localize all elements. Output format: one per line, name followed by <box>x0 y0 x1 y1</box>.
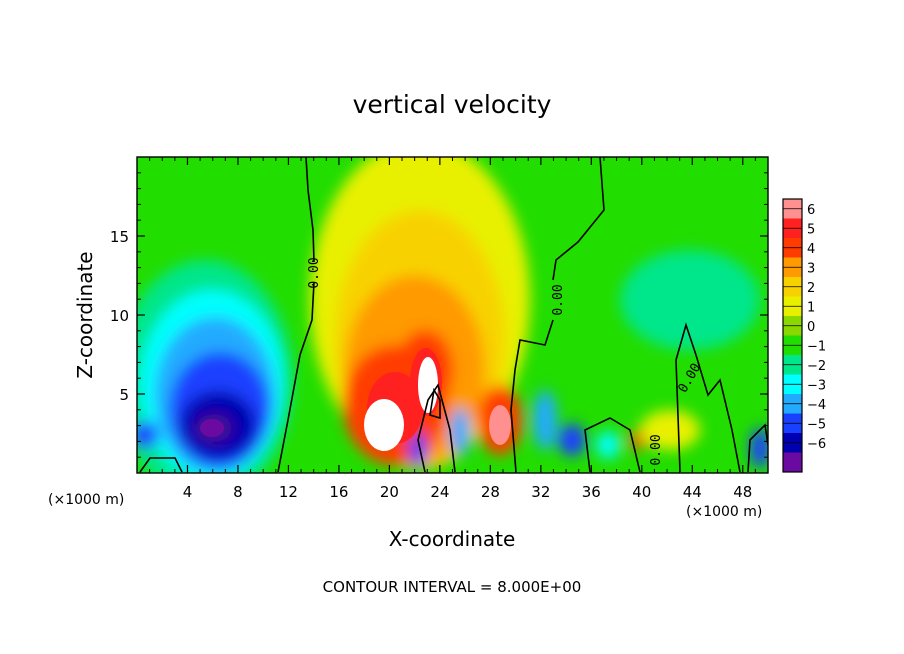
field-blob <box>640 410 700 450</box>
x-tick-label: 16 <box>329 483 348 501</box>
contour-line <box>510 157 605 473</box>
x-tick-label: 36 <box>582 483 601 501</box>
colorbar-label: 0 <box>807 320 815 335</box>
field-blob <box>620 250 760 350</box>
contour-line <box>139 457 183 473</box>
field-blob <box>450 408 470 456</box>
field-core <box>364 399 404 451</box>
contour-label: 0.00 <box>551 284 566 315</box>
colorbar-swatch <box>783 452 802 473</box>
y-axis-label: Z-coordinate <box>73 251 97 378</box>
field-blob <box>533 390 557 450</box>
y-axis: 5 10 15 <box>110 172 768 458</box>
colorbar-label: 4 <box>807 242 815 257</box>
x-axis: 4 8 12 16 20 24 28 32 36 40 44 48 <box>149 157 756 501</box>
chart-title: vertical velocity <box>353 90 552 119</box>
contour-label: 0.00 <box>307 257 322 288</box>
colorbar-label: −5 <box>807 417 826 432</box>
colorbar-label: 2 <box>807 281 815 296</box>
colorbar-label: −4 <box>807 398 826 413</box>
plot-field: 0.00 0.00 0.00 0.00 <box>137 157 768 473</box>
x-tick-label: 12 <box>279 483 298 501</box>
colorbar-label: 5 <box>807 222 815 237</box>
x-unit-right: (×1000 m) <box>686 504 762 520</box>
field-core <box>418 357 438 413</box>
field-blob <box>750 428 768 468</box>
x-tick-label: 4 <box>183 483 193 501</box>
contour-interval-footer: CONTOUR INTERVAL = 8.000E+00 <box>323 578 582 596</box>
colorbar: 6 5 4 3 2 1 0 −1 −2 −3 −4 −5 −6 <box>782 198 826 473</box>
x-tick-label: 44 <box>683 483 702 501</box>
x-tick-label: 28 <box>481 483 500 501</box>
y-tick-label: 10 <box>110 307 129 325</box>
field-blob <box>558 424 586 456</box>
x-tick-label: 32 <box>531 483 550 501</box>
x-tick-label: 40 <box>632 483 651 501</box>
x-tick-label: 20 <box>380 483 399 501</box>
y-tick-label: 15 <box>110 228 129 246</box>
colorbar-label: 3 <box>807 261 815 276</box>
contour-line <box>277 157 315 473</box>
x-tick-label: 48 <box>733 483 752 501</box>
field-blob <box>137 421 159 449</box>
colorbar-label: −3 <box>807 378 826 393</box>
colorbar-label: 1 <box>807 300 815 315</box>
contour-label: 0.00 <box>649 434 664 465</box>
contour-line <box>747 423 768 473</box>
x-tick-label: 24 <box>430 483 449 501</box>
colorbar-frame <box>782 198 803 473</box>
x-axis-label: X-coordinate <box>389 527 516 551</box>
x-unit-left: (×1000 m) <box>48 492 124 508</box>
colorbar-label: −6 <box>807 437 826 452</box>
y-tick-label: 5 <box>119 386 129 404</box>
colorbar-label: −1 <box>807 339 826 354</box>
field-blob <box>596 431 620 459</box>
x-tick-label: 8 <box>233 483 243 501</box>
contour-line <box>429 387 441 420</box>
field-core <box>200 419 224 437</box>
field-core <box>489 405 511 445</box>
zero-contours <box>139 157 768 473</box>
colorbar-label: 6 <box>807 203 815 218</box>
contour-line <box>675 322 741 473</box>
contour-line <box>584 417 641 473</box>
colorbar-label: −2 <box>807 359 826 374</box>
